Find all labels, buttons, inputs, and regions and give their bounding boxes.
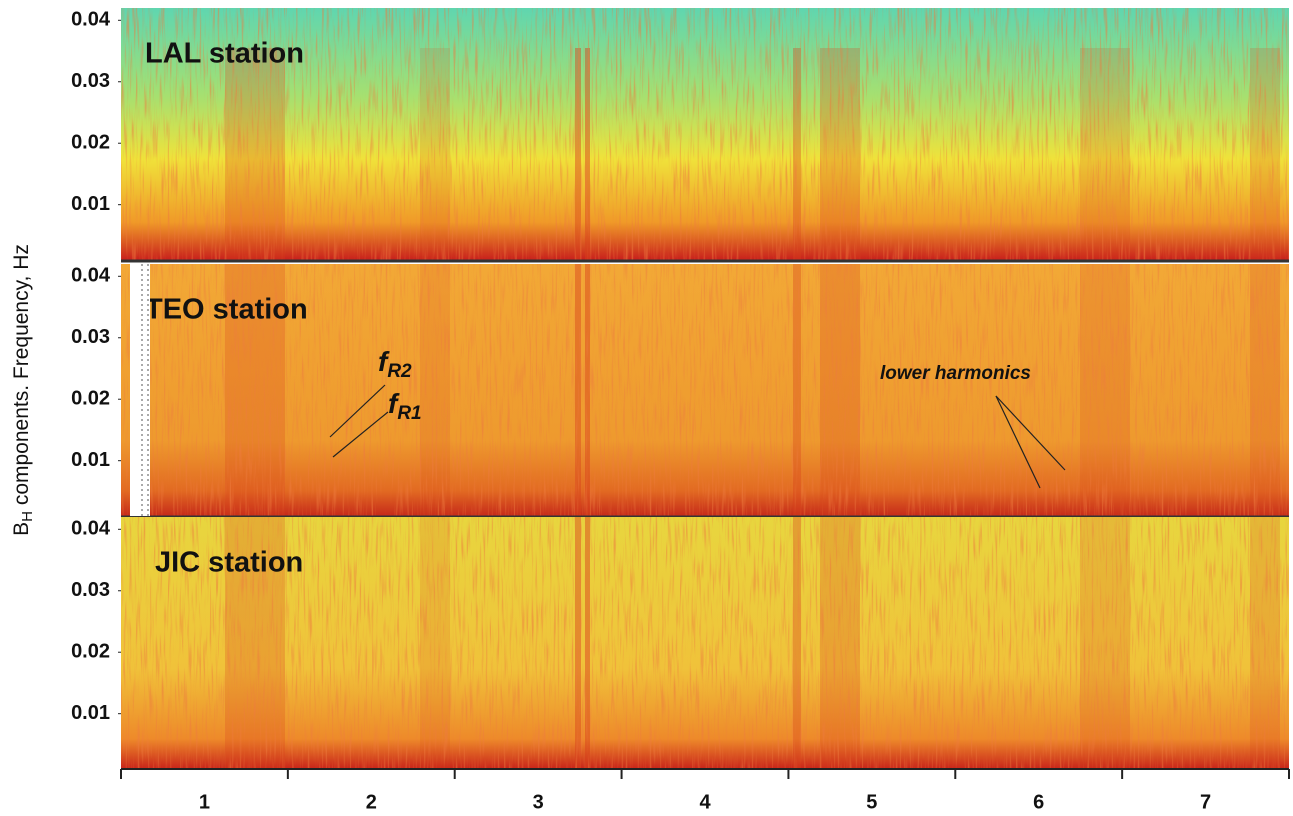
y-tick-label: 0.03 [71, 579, 110, 601]
y-tick-label: 0.03 [71, 70, 110, 92]
y-tick-label: 0.02 [71, 388, 110, 410]
annotation-f: f [378, 346, 390, 377]
x-tick-label: 4 [699, 791, 711, 813]
annotation: lower harmonics [880, 363, 1031, 384]
y-tick-label: 0.01 [71, 702, 110, 724]
x-tick-label: 2 [366, 791, 377, 813]
y-label-main: B [10, 522, 33, 536]
spectrogram-noise [121, 517, 1289, 769]
x-tick-label: 6 [1033, 791, 1044, 813]
x-tick-label: 1 [199, 791, 210, 813]
annotation-line [329, 384, 386, 438]
y-tick-label: 0.02 [71, 132, 110, 154]
annotation-f: f [388, 388, 400, 419]
spectrogram-noise [121, 8, 1289, 260]
panels: LAL station 0.01 0.02 0.03 0.04 TEO station 0.… [71, 8, 1290, 813]
y-tick-label: 0.02 [71, 641, 110, 663]
annotations: fR2 fR1 lower harmonics [329, 346, 1066, 489]
spectrogram-noise [121, 264, 1289, 516]
x-tick-label: 5 [866, 791, 877, 813]
annotation-line [995, 395, 1041, 489]
panel-title: JIC station [155, 547, 303, 579]
annotation-sub: R1 [397, 403, 421, 424]
annotation: fR2 [378, 346, 412, 382]
y-label-rest: components. Frequency, Hz [10, 244, 33, 511]
panel-title: TEO station [145, 294, 308, 326]
y-tick-label: 0.01 [71, 449, 110, 471]
y-label-sub: H [19, 511, 36, 522]
y-tick-label: 0.04 [71, 9, 111, 31]
annotation-line [332, 411, 389, 458]
annotation-line [995, 395, 1066, 471]
annotation: fR1 [388, 388, 422, 424]
data-gap [130, 264, 150, 516]
y-tick-label: 0.04 [71, 265, 111, 287]
x-tick-label: 7 [1200, 791, 1211, 813]
annotation-sub: R2 [387, 361, 412, 382]
y-axis-label: BH components. Frequency, Hz [10, 244, 36, 536]
x-tick-label: 3 [533, 791, 544, 813]
y-tick-label: 0.03 [71, 326, 110, 348]
panel-title: LAL station [145, 38, 304, 70]
y-tick-label: 0.01 [71, 193, 110, 215]
y-tick-label: 0.04 [71, 518, 111, 540]
